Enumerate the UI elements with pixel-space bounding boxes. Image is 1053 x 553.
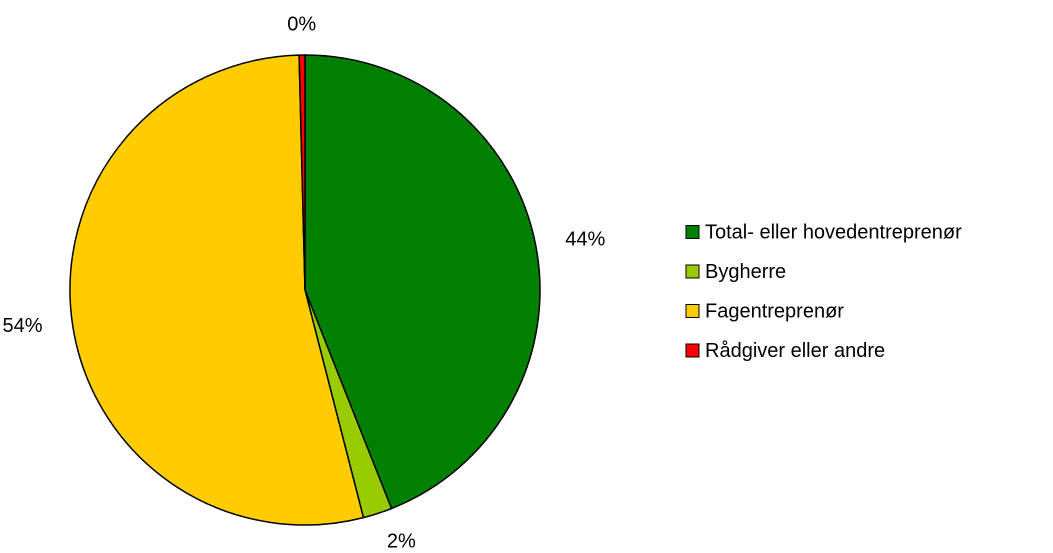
legend-label: Total- eller hovedentreprenør (705, 221, 962, 243)
legend-label: Fagentreprenør (705, 300, 844, 322)
pie-slice (69, 54, 365, 526)
pie-slice (298, 54, 306, 291)
legend-label: Bygherre (705, 261, 786, 283)
pie-slice (304, 54, 541, 510)
data-label: 2% (387, 530, 416, 552)
data-label: 0% (287, 13, 316, 35)
legend-swatch (685, 343, 700, 358)
legend-swatch (685, 264, 700, 279)
legend-swatch (685, 225, 700, 239)
data-label: 44% (565, 229, 605, 251)
legend-label: Rådgiver eller andre (705, 340, 885, 362)
legend-swatch (685, 304, 700, 318)
data-label: 54% (2, 315, 42, 337)
